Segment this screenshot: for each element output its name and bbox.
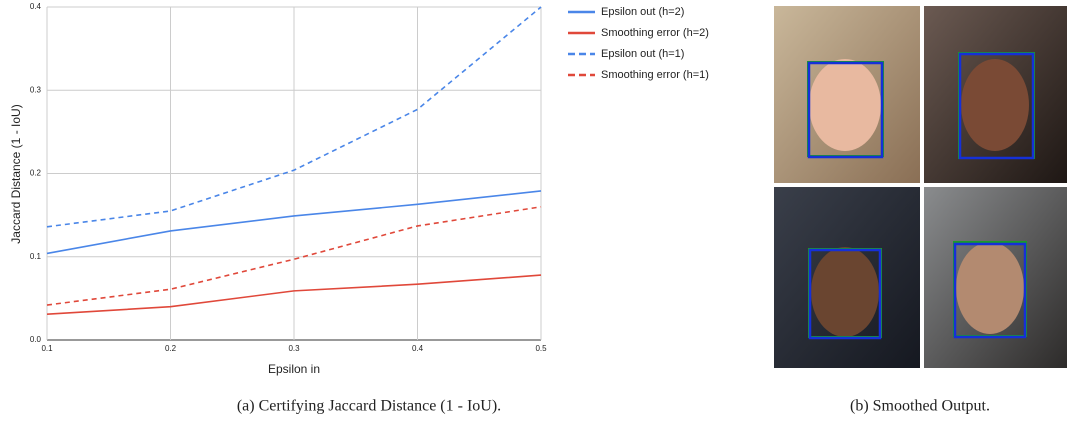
series-line <box>46 6 542 228</box>
y-tick-label: 0.1 <box>30 252 42 261</box>
y-tick-label: 0.4 <box>30 2 42 11</box>
face <box>809 59 881 151</box>
y-tick-label: 0.0 <box>30 335 42 344</box>
face-box-blue <box>958 52 1035 160</box>
legend-label: Smoothing error (h=2) <box>601 27 709 39</box>
x-tick-label: 0.5 <box>535 344 547 353</box>
face <box>956 242 1024 334</box>
x-tick-label: 0.2 <box>165 344 177 353</box>
face-box-blue <box>953 242 1027 339</box>
caption: (a) Certifying Jaccard Distance (1 - IoU… <box>237 398 501 415</box>
legend-label: Epsilon out (h=2) <box>601 6 684 18</box>
y-tick-label: 0.2 <box>30 169 42 178</box>
caption: (b) Smoothed Output. <box>850 398 990 415</box>
y-axis-label: Jaccard Distance (1 - IoU) <box>9 104 23 243</box>
x-axis-label: Epsilon in <box>268 362 320 376</box>
face <box>811 247 879 337</box>
photo-grid <box>774 6 1067 368</box>
face <box>961 59 1029 151</box>
face-box-blue <box>807 61 884 159</box>
legend-label: Epsilon out (h=1) <box>601 48 684 60</box>
series-line <box>46 274 542 315</box>
x-tick-label: 0.4 <box>412 344 424 353</box>
legend-label: Smoothing error (h=1) <box>601 69 709 81</box>
face-box-blue <box>808 248 882 340</box>
series-line <box>46 190 542 255</box>
x-tick-label: 0.3 <box>288 344 300 353</box>
x-tick-label: 0.1 <box>41 344 53 353</box>
series-line <box>46 206 542 306</box>
y-tick-label: 0.3 <box>30 85 42 94</box>
